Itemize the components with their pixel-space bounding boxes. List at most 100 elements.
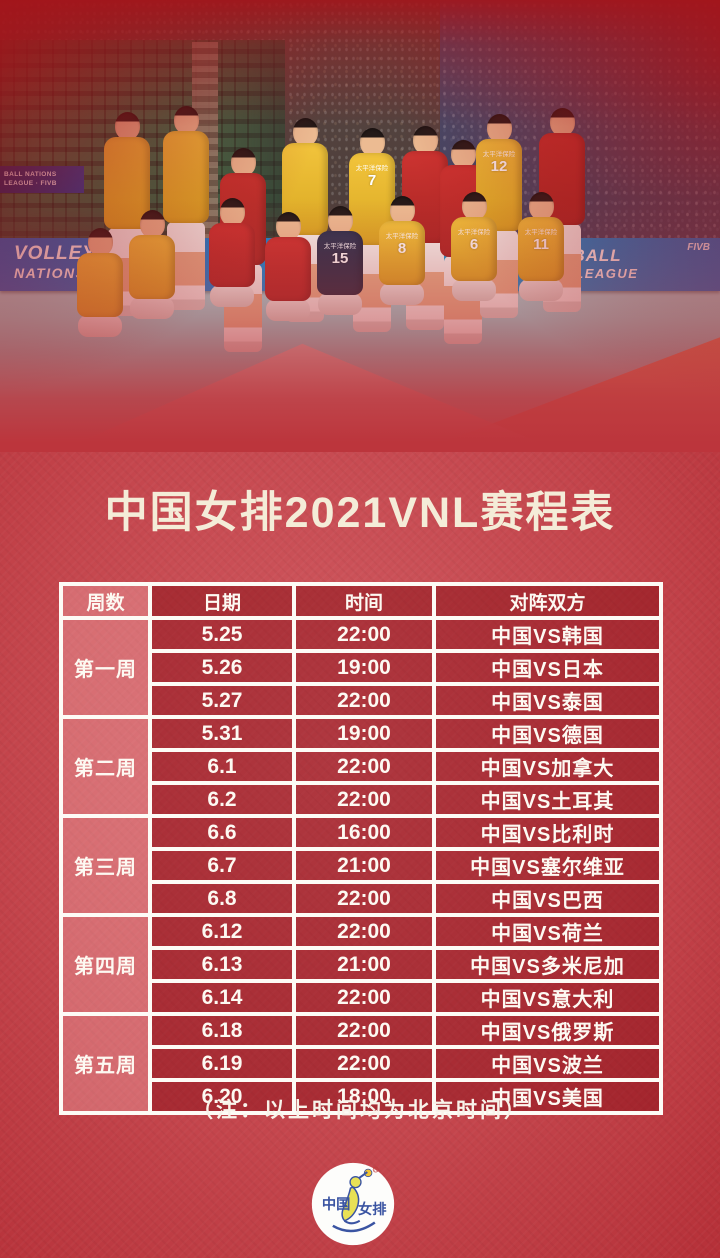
date-cell: 5.26: [148, 649, 296, 686]
time-cell: 22:00: [292, 913, 436, 950]
time-cell: 22:00: [292, 748, 436, 785]
jersey-sponsor: 太平洋保险: [323, 243, 357, 250]
date-cell: 6.13: [148, 946, 296, 983]
player-legs: [452, 279, 496, 301]
player-jersey: [77, 253, 123, 317]
match-cell: 中国VS巴西: [432, 880, 663, 917]
date-cell: 6.18: [148, 1012, 296, 1049]
match-cell: 中国VS土耳其: [432, 781, 663, 818]
player-legs: [519, 279, 563, 301]
player-legs: [130, 297, 174, 319]
team-photo: BALL NATIONS LEAGUE · FIVB VOLLEYBALL NA…: [0, 0, 720, 452]
date-cell: 5.27: [148, 682, 296, 719]
logo-swoosh: [332, 1221, 376, 1233]
time-cell: 18:00: [292, 1078, 436, 1115]
match-cell: 中国VS泰国: [432, 682, 663, 719]
match-cell: 中国VS韩国: [432, 616, 663, 653]
player-head: [486, 114, 512, 142]
player-head: [219, 198, 245, 226]
registered-mark: [372, 1166, 379, 1173]
jersey-sponsor: 太平洋保险: [482, 151, 516, 158]
player-jersey: [129, 235, 175, 299]
table-row: 第三周 6.6 16:00 中国VS比利时: [59, 814, 663, 917]
player-jersey: 太平洋保险 11: [518, 217, 564, 281]
week-cell: 第四周: [59, 913, 152, 1016]
header-time: 时间: [292, 582, 436, 620]
match-cell: 中国VS比利时: [432, 814, 663, 851]
match-cell: 中国VS加拿大: [432, 748, 663, 785]
table-row: 6.20 18:00 中国VS美国: [61, 1078, 663, 1115]
fivb-logo: FIVB: [687, 242, 710, 253]
date-cell: 6.7: [148, 847, 296, 884]
table-row: 6.1 22:00 中国VS加拿大: [61, 748, 663, 785]
time-cell: 22:00: [292, 781, 436, 818]
date-cell: 6.14: [148, 979, 296, 1016]
player-head: [139, 210, 165, 238]
time-cell: 22:00: [292, 682, 436, 719]
table-header-row: 周数 日期 时间 对阵双方: [59, 582, 663, 620]
player-head: [461, 192, 487, 220]
player-head: [327, 206, 353, 234]
player-figure: 太平洋保险 11: [518, 192, 564, 301]
jersey-number: 6: [469, 236, 479, 253]
match-cell: 中国VS日本: [432, 649, 663, 686]
week-cell: 第三周: [59, 814, 152, 917]
week-cell: 第一周: [59, 616, 152, 719]
time-cell: 16:00: [292, 814, 436, 851]
table-row: 6.13 21:00 中国VS多米尼加: [61, 946, 663, 983]
jersey-number: 11: [533, 236, 549, 253]
player-figure: 太平洋保险 6: [451, 192, 497, 301]
table-row: 6.7 21:00 中国VS塞尔维亚: [61, 847, 663, 884]
table-row: 第二周 5.31 19:00 中国VS德国: [59, 715, 663, 818]
table-row: 第五周 6.18 22:00 中国VS俄罗斯: [59, 1012, 663, 1115]
player-jersey: [265, 237, 311, 301]
time-cell: 19:00: [292, 715, 436, 752]
player-head: [173, 106, 199, 134]
jersey-sponsor: 太平洋保险: [355, 165, 389, 172]
schedule-table: 周数 日期 时间 对阵双方 第一周 5.25 22:00 中国VS韩国 5.26 19:0…: [59, 582, 663, 1115]
match-cell: 中国VS多米尼加: [432, 946, 663, 983]
date-cell: 6.19: [148, 1045, 296, 1082]
player-head: [114, 112, 140, 140]
side-banner: BALL NATIONS LEAGUE · FIVB: [0, 166, 84, 193]
table-row: 第四周 6.12 22:00 中国VS荷兰: [59, 913, 663, 1016]
player-jersey: 太平洋保险 6: [451, 217, 497, 281]
match-cell: 中国VS德国: [432, 715, 663, 752]
header-date: 日期: [148, 582, 296, 620]
logo-text-right: 女排: [358, 1200, 387, 1218]
player-head: [349, 1176, 362, 1189]
player-head: [275, 212, 301, 240]
time-cell: 19:00: [292, 649, 436, 686]
player-head: [292, 118, 318, 146]
player-figure: [129, 210, 175, 319]
player-legs: [78, 315, 122, 337]
table-row: 6.2 22:00 中国VS土耳其: [61, 781, 663, 818]
jersey-number: 8: [397, 240, 407, 257]
jersey-sponsor: 太平洋保险: [385, 233, 419, 240]
jersey-number: 12: [490, 158, 508, 175]
time-cell: 22:00: [292, 616, 436, 653]
match-cell: 中国VS意大利: [432, 979, 663, 1016]
jersey-sponsor: 太平洋保险: [457, 229, 491, 236]
player-head: [549, 108, 575, 136]
header-matchup: 对阵双方: [432, 582, 663, 620]
player-legs: [266, 299, 310, 321]
match-cell: 中国VS波兰: [432, 1045, 663, 1082]
player-jersey: 太平洋保险 8: [379, 221, 425, 285]
table-row: 5.26 19:00 中国VS日本: [61, 649, 663, 686]
week-cell: 第二周: [59, 715, 152, 818]
player-head: [528, 192, 554, 220]
date-cell: 6.2: [148, 781, 296, 818]
player-legs: [210, 285, 254, 307]
player-leg: [343, 1219, 361, 1225]
time-cell: 22:00: [292, 880, 436, 917]
side-banner-text: BALL NATIONS LEAGUE · FIVB: [4, 171, 57, 187]
date-cell: 6.8: [148, 880, 296, 917]
player-figure: 太平洋保险 15: [317, 206, 363, 315]
player-figure: 太平洋保险 8: [379, 196, 425, 305]
date-cell: 6.6: [148, 814, 296, 851]
jersey-number: 15: [331, 250, 349, 267]
note-text: （注：以上时间均为北京时间）: [192, 1099, 528, 1122]
time-cell: 22:00: [292, 979, 436, 1016]
